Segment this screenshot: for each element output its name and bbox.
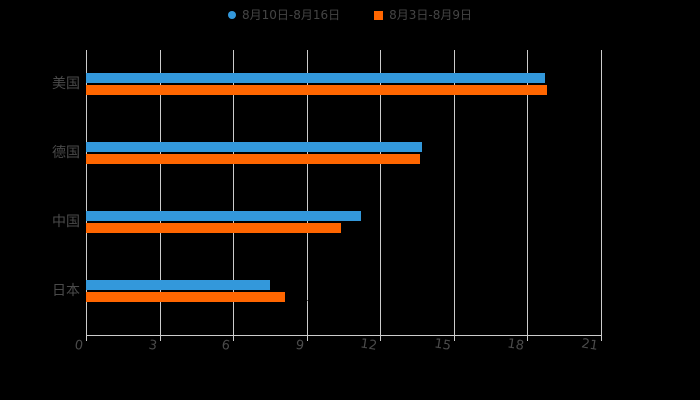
x-axis-tick <box>527 335 529 341</box>
bar-value-label: 10.4 <box>346 221 373 235</box>
bar-value-label: 11.2 <box>365 209 393 223</box>
legend-item-1[interactable]: 8月3日-8月9日 <box>374 8 472 22</box>
bar-series0-row1[interactable] <box>86 142 422 152</box>
bar-series0-row3[interactable] <box>86 280 270 290</box>
gridline <box>159 50 161 335</box>
legend-item-0[interactable]: 8月10日-8月16日 <box>227 8 341 22</box>
bar-value-label: 13.6 <box>424 152 452 166</box>
bar-value-label: 8.1 <box>289 290 309 304</box>
x-axis-line <box>86 335 602 336</box>
y-category-label: 日本 <box>52 283 80 299</box>
bar-value-label: 13.7 <box>426 140 454 154</box>
x-axis-tick <box>233 335 235 341</box>
chart-legend: 8月10日-8月16日 8月3日-8月9日 <box>0 6 700 24</box>
bar-series1-row0[interactable] <box>86 85 548 95</box>
x-tick-label: 0 <box>73 337 84 354</box>
gridline <box>306 50 308 335</box>
x-axis-tick <box>601 335 602 341</box>
x-axis-tick <box>380 335 382 341</box>
y-category-label: 美国 <box>52 76 80 92</box>
bar-series1-row1[interactable] <box>86 154 420 164</box>
bar-series0-row0[interactable] <box>86 73 545 83</box>
x-axis-tick <box>86 335 87 341</box>
bar-value-label: 7.5 <box>274 278 295 292</box>
legend-item-label: 8月3日-8月9日 <box>389 8 472 22</box>
bar-value-label: 18.7 <box>549 71 577 85</box>
bar-series1-row2[interactable] <box>86 223 342 233</box>
gridline <box>86 50 87 335</box>
gridline <box>453 50 455 335</box>
bar-series1-row3[interactable] <box>86 292 285 302</box>
gridline <box>527 50 529 335</box>
y-category-label: 中国 <box>52 214 80 230</box>
gridline <box>233 50 235 335</box>
x-axis-tick <box>159 335 161 341</box>
x-axis-tick <box>453 335 455 341</box>
gridline <box>601 50 602 335</box>
bar-value-label: 18.8 <box>552 83 579 97</box>
legend-item-label: 8月10日-8月16日 <box>241 8 341 22</box>
legend-square-marker-icon <box>374 10 384 20</box>
gridline <box>380 50 382 335</box>
y-category-label: 德国 <box>52 145 80 161</box>
bar-series0-row2[interactable] <box>86 211 361 221</box>
x-axis-tick <box>306 335 308 341</box>
legend-circle-marker-icon <box>227 11 236 19</box>
